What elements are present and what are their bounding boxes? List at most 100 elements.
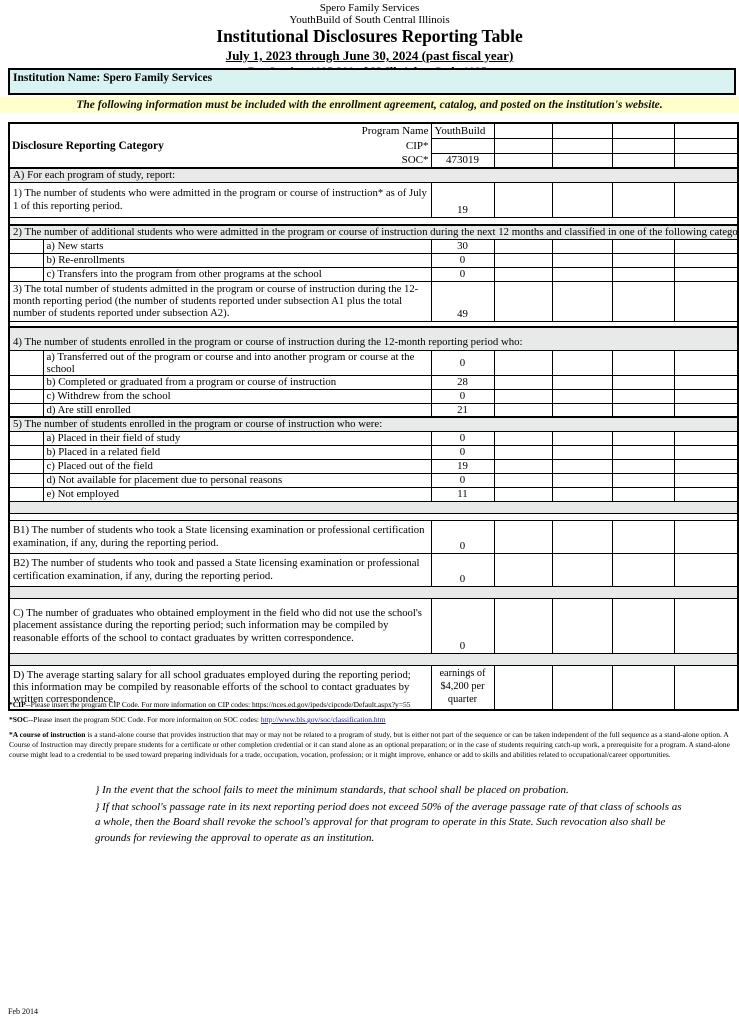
gray-spacer-cell [9,585,738,599]
section-header-cell: A) For each program of study, report: [8,167,739,183]
empty-cell [493,152,553,169]
empty-cell [611,388,675,404]
disclosure-notice-banner: The following information must be includ… [0,97,739,113]
empty-cell [611,458,675,474]
value-cell: 0 [430,252,495,268]
subcategory-label-cell: c) Withdrew from the school [42,388,432,404]
table-row [9,585,738,599]
empty-cell [673,402,739,418]
organization-name: Spero Family Services [319,2,420,14]
empty-cell [551,402,613,418]
document-header: Spero Family Services YouthBuild of Sout… [0,0,739,78]
indent-cell [8,252,44,268]
subcategory-label-cell: c) Placed out of the field [42,458,432,474]
probation-notes: } In the event that the school fails to … [95,783,685,847]
empty-cell [493,458,553,474]
spacer-cell [9,512,738,521]
program-name-label-cell: Program Name [8,122,432,138]
empty-cell [611,552,675,587]
empty-cell [551,388,613,404]
table-row: d) Not available for placement due to pe… [8,472,739,488]
empty-cell [611,486,675,502]
empty-cell [611,349,675,376]
empty-cell [611,137,675,154]
value-cell: 28 [430,374,495,390]
empty-cell [673,444,739,460]
empty-cell [551,152,613,169]
soc-classification-link[interactable]: http://www.bls.gov/soc/classification.ht… [260,715,386,724]
table-row: b) Placed in a related field 0 [8,444,739,460]
empty-cell [611,238,675,254]
value-cell: 30 [430,238,495,254]
subcategory-label-cell: a) New starts [42,238,432,254]
disclosure-table-head: Program Name YouthBuild Disclosure Repor… [8,122,739,169]
empty-cell [611,402,675,418]
header-row-program-name: Program Name YouthBuild [8,122,739,139]
soc-footnote: *SOC--Please insert the program SOC Code… [9,715,733,724]
empty-cell [611,266,675,282]
table-row: b) Re-enrollments 0 [8,252,739,268]
empty-cell [673,458,739,474]
empty-cell [611,122,675,139]
value-cell: 0 [430,597,495,654]
empty-cell [551,374,613,390]
value-cell: 0 [430,472,495,488]
empty-cell [611,280,675,322]
empty-cell [551,664,613,711]
table-row [9,512,738,521]
section-header-cell: 5) The number of students enrolled in th… [8,416,739,432]
table-row [9,652,738,666]
empty-cell [673,552,739,587]
empty-cell [551,252,613,268]
empty-cell [611,374,675,390]
value-cell: 0 [430,266,495,282]
table-row: c) Withdrew from the school 0 [8,388,739,404]
empty-cell [551,597,613,654]
disclosure-table-body: A) For each program of study, report: 1) … [8,167,739,711]
empty-cell [611,252,675,268]
empty-cell [673,472,739,488]
subcategory-label-cell: e) Not employed [42,486,432,502]
empty-cell [493,280,553,322]
empty-cell [611,430,675,446]
empty-cell [493,444,553,460]
empty-cell [673,430,739,446]
table-row [9,216,738,226]
header-row-soc: SOC* 473019 [8,152,739,169]
category-label-cell: 1) The number of students who were admit… [8,181,432,218]
subcategory-label-cell: d) Not available for placement due to pe… [42,472,432,488]
empty-cell [493,349,553,376]
empty-cell [551,122,613,139]
indent-cell [8,238,44,254]
table-row: B1) The number of students who took a St… [8,519,739,554]
empty-cell [611,152,675,169]
indent-cell [8,444,44,460]
table-row: c) Transfers into the program from other… [8,266,739,282]
course-of-instruction-footnote: *A course of instruction is a stand-alon… [9,730,733,760]
indent-cell [8,349,44,376]
empty-cell [673,122,739,139]
indent-cell [8,458,44,474]
empty-cell [673,349,739,376]
empty-cell [493,486,553,502]
table-row: e) Not employed 11 [8,486,739,502]
course-footnote-text: is a stand-alone course that provides in… [9,730,730,759]
cip-value [430,137,495,154]
table-row: A) For each program of study, report: [8,167,739,183]
indent-cell [8,402,44,418]
empty-cell [493,402,553,418]
table-row: d) Are still enrolled 21 [8,402,739,418]
value-cell: 49 [430,280,495,322]
empty-cell [551,137,613,154]
cip-label-cell: Disclosure Reporting Category CIP* [8,138,432,153]
soc-value: 473019 [430,152,495,169]
empty-cell [611,181,675,218]
indent-cell [8,374,44,390]
empty-cell [611,472,675,488]
empty-cell [493,238,553,254]
spacer-cell [9,216,738,226]
empty-cell [673,519,739,554]
table-row: 1) The number of students who were admit… [8,181,739,218]
value-cell: 11 [430,486,495,502]
table-row: 2) The number of additional students who… [8,224,739,240]
